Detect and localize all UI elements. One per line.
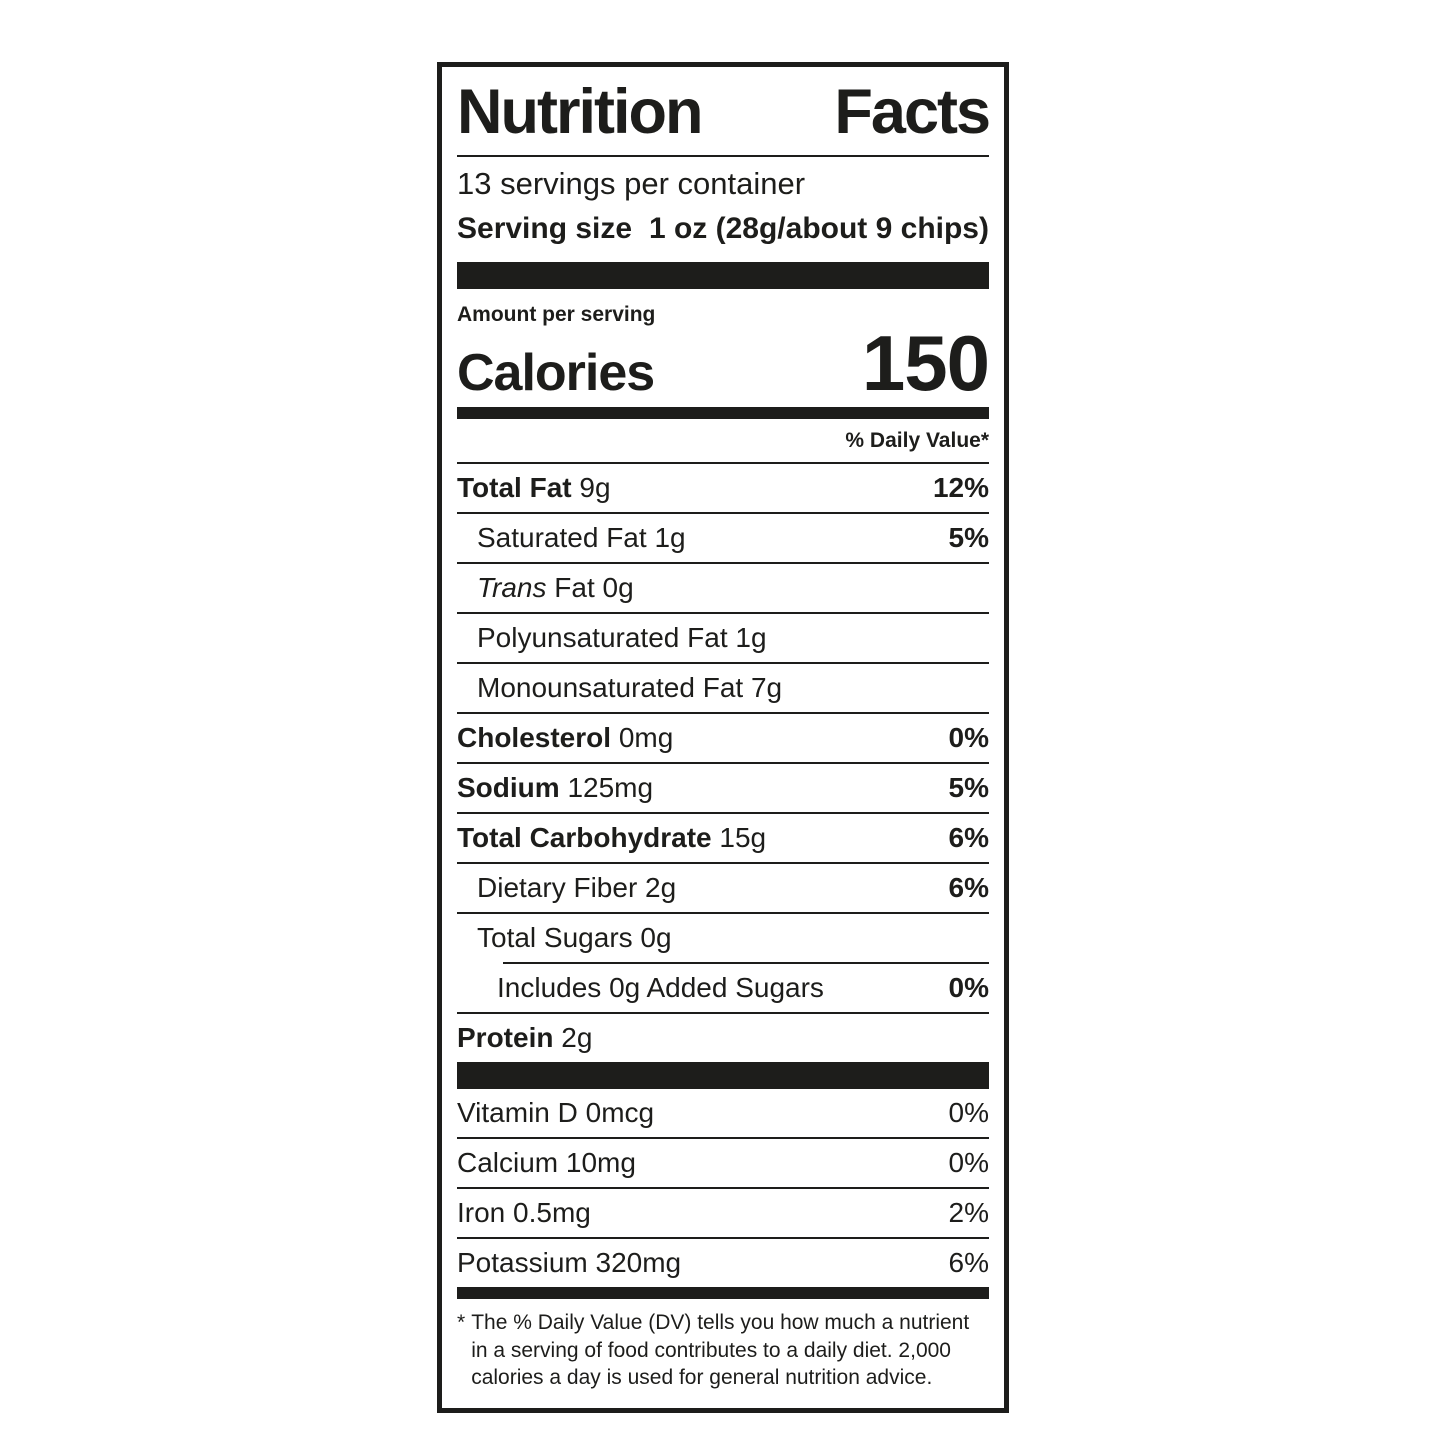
row-total-sugars: Total Sugars 0g (457, 914, 989, 962)
divider (457, 511, 989, 514)
row-calcium: Calcium 10mg 0% (457, 1139, 989, 1187)
section-bar-thick (457, 1061, 989, 1089)
nutrient-dv: 6% (948, 1246, 989, 1278)
nutrient-dv: 0% (948, 1146, 989, 1178)
divider (457, 1236, 989, 1239)
nutrient-name: Total Sugars 0g (477, 921, 672, 953)
row-total-fat: Total Fat 9g 12% (457, 464, 989, 512)
daily-value-footnote: * The % Daily Value (DV) tells you how m… (457, 1299, 989, 1396)
divider (457, 911, 989, 914)
nutrient-dv: 0% (948, 971, 989, 1003)
serving-size-row: Serving size 1 oz (28g/about 9 chips) (457, 206, 989, 262)
section-bar-medium (457, 406, 989, 419)
divider (457, 611, 989, 614)
row-potassium: Potassium 320mg 6% (457, 1239, 989, 1287)
row-iron: Iron 0.5mg 2% (457, 1189, 989, 1237)
divider (457, 155, 989, 158)
row-added-sugars: Includes 0g Added Sugars 0% (457, 964, 989, 1012)
nutrient-dv: 5% (948, 771, 989, 803)
divider (457, 711, 989, 714)
nutrient-name: Potassium 320mg (457, 1246, 682, 1278)
divider (457, 1186, 989, 1189)
divider (457, 561, 989, 564)
divider (457, 761, 989, 764)
nutrient-name: Iron 0.5mg (457, 1196, 591, 1228)
divider (457, 1136, 989, 1139)
divider (457, 811, 989, 814)
section-bar-medium (457, 1286, 989, 1299)
label-title: Nutrition Facts (457, 75, 991, 155)
row-trans-fat: Trans Fat 0g (457, 564, 989, 612)
divider (457, 1011, 989, 1014)
nutrient-dv: 5% (948, 521, 989, 553)
divider (457, 661, 989, 664)
nutrient-dv: 2% (948, 1196, 989, 1228)
nutrient-name: Sodium 125mg (457, 771, 654, 803)
nutrition-facts-label: Nutrition Facts 13 servings per containe… (437, 62, 1009, 1413)
daily-value-header: % Daily Value* (845, 428, 989, 452)
nutrient-name: Trans Fat 0g (477, 571, 634, 603)
row-polyunsaturated-fat: Polyunsaturated Fat 1g (457, 614, 989, 662)
row-protein: Protein 2g (457, 1014, 989, 1062)
nutrient-name: Monounsaturated Fat 7g (477, 671, 783, 703)
nutrient-dv: 0% (948, 1096, 989, 1128)
nutrient-dv: 6% (948, 871, 989, 903)
servings-per-container: 13 servings per container (457, 166, 806, 202)
nutrient-name: Includes 0g Added Sugars (497, 971, 824, 1003)
nutrient-dv: 12% (932, 471, 989, 503)
footnote-text: The % Daily Value (DV) tells you how muc… (471, 1310, 970, 1390)
nutrient-name: Total Carbohydrate 15g (457, 821, 767, 853)
nutrient-name: Cholesterol 0mg (457, 721, 674, 753)
calories-label: Calories (457, 343, 655, 402)
nutrient-name: Protein 2g (457, 1021, 593, 1053)
amount-per-serving-label: Amount per serving (457, 303, 656, 327)
nutrient-name: Dietary Fiber 2g (477, 871, 677, 903)
divider (457, 461, 989, 464)
serving-size-label: Serving size (457, 212, 633, 246)
section-bar-thick (457, 262, 989, 290)
row-vitamin-d: Vitamin D 0mcg 0% (457, 1089, 989, 1137)
nutrient-name: Polyunsaturated Fat 1g (477, 621, 767, 653)
row-monounsaturated-fat: Monounsaturated Fat 7g (457, 664, 989, 712)
serving-size-value: 1 oz (28g/about 9 chips) (648, 212, 989, 246)
row-dietary-fiber: Dietary Fiber 2g 6% (457, 864, 989, 912)
row-cholesterol: Cholesterol 0mg 0% (457, 714, 989, 762)
calories-row: Calories 150 (457, 318, 990, 407)
row-sodium: Sodium 125mg 5% (457, 764, 989, 812)
row-total-carbohydrate: Total Carbohydrate 15g 6% (457, 814, 989, 862)
nutrient-name: Total Fat 9g (457, 471, 611, 503)
nutrient-name: Saturated Fat 1g (477, 521, 686, 553)
divider-indented (503, 961, 989, 964)
title-word-nutrition: Nutrition (457, 77, 703, 147)
nutrient-name: Calcium 10mg (457, 1146, 636, 1178)
row-saturated-fat: Saturated Fat 1g 5% (457, 514, 989, 562)
nutrient-dv: 6% (948, 821, 989, 853)
nutrient-name: Vitamin D 0mcg (457, 1096, 655, 1128)
title-word-facts: Facts (834, 77, 991, 147)
footnote-asterisk: * (457, 1310, 466, 1334)
calories-value: 150 (861, 318, 990, 407)
nutrient-dv: 0% (948, 721, 989, 753)
divider (457, 861, 989, 864)
